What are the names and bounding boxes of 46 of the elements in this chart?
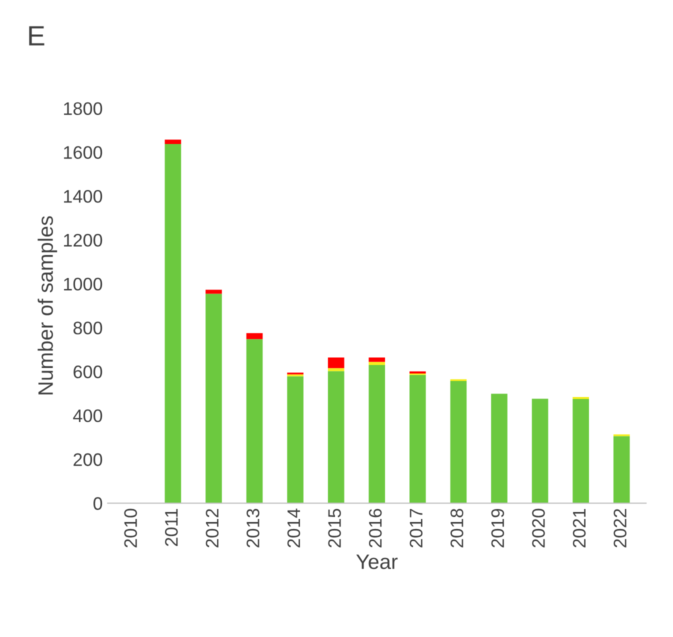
bar [246,333,263,340]
bar [368,358,386,362]
bar [532,398,548,504]
bar [410,371,426,374]
x-tick-label: 2018 [450,508,464,548]
bar [246,339,263,504]
x-tick-label: 2017 [410,508,423,548]
bar [206,290,222,294]
x-tick-label: 2010 [124,508,137,548]
y-tick-label: 1600 [64,146,102,159]
x-tick-label: 2016 [368,508,382,548]
y-tick-label: 1400 [64,190,102,203]
bar [287,376,304,504]
bar [164,144,182,504]
bar [491,394,508,504]
bar [164,140,182,144]
y-tick-label: 400 [73,409,102,422]
y-tick-label: 200 [74,453,102,466]
bar [206,294,222,504]
y-tick-label: 600 [74,366,102,378]
y-tick-label: 0 [93,497,102,510]
y-tick-label: 1200 [64,234,102,247]
y-axis-title: Number of samples [38,216,58,394]
x-tick-label: 2021 [572,508,586,548]
x-tick-label: 2012 [206,508,219,548]
x-axis-title: Year [356,554,398,570]
bar [328,368,344,372]
bar [410,374,426,504]
x-tick-label: 2022 [614,508,626,548]
x-tick-label: 2014 [287,508,300,548]
x-tick-label: 2019 [491,508,504,548]
bar [368,365,386,504]
bar [368,362,386,365]
y-tick-label: 1000 [64,278,102,291]
x-tick-label: 2015 [328,508,341,548]
bar [328,371,344,504]
bar [328,358,344,368]
text: E [29,26,44,46]
bar [450,381,467,504]
x-tick-label: 2011 [165,508,178,546]
bar [613,436,630,504]
y-tick-label: 1800 [64,102,102,116]
x-tick-label: 2013 [246,508,260,548]
x-tick-label: 2020 [532,508,545,548]
y-tick-label: 800 [73,322,102,334]
bar [572,399,589,504]
